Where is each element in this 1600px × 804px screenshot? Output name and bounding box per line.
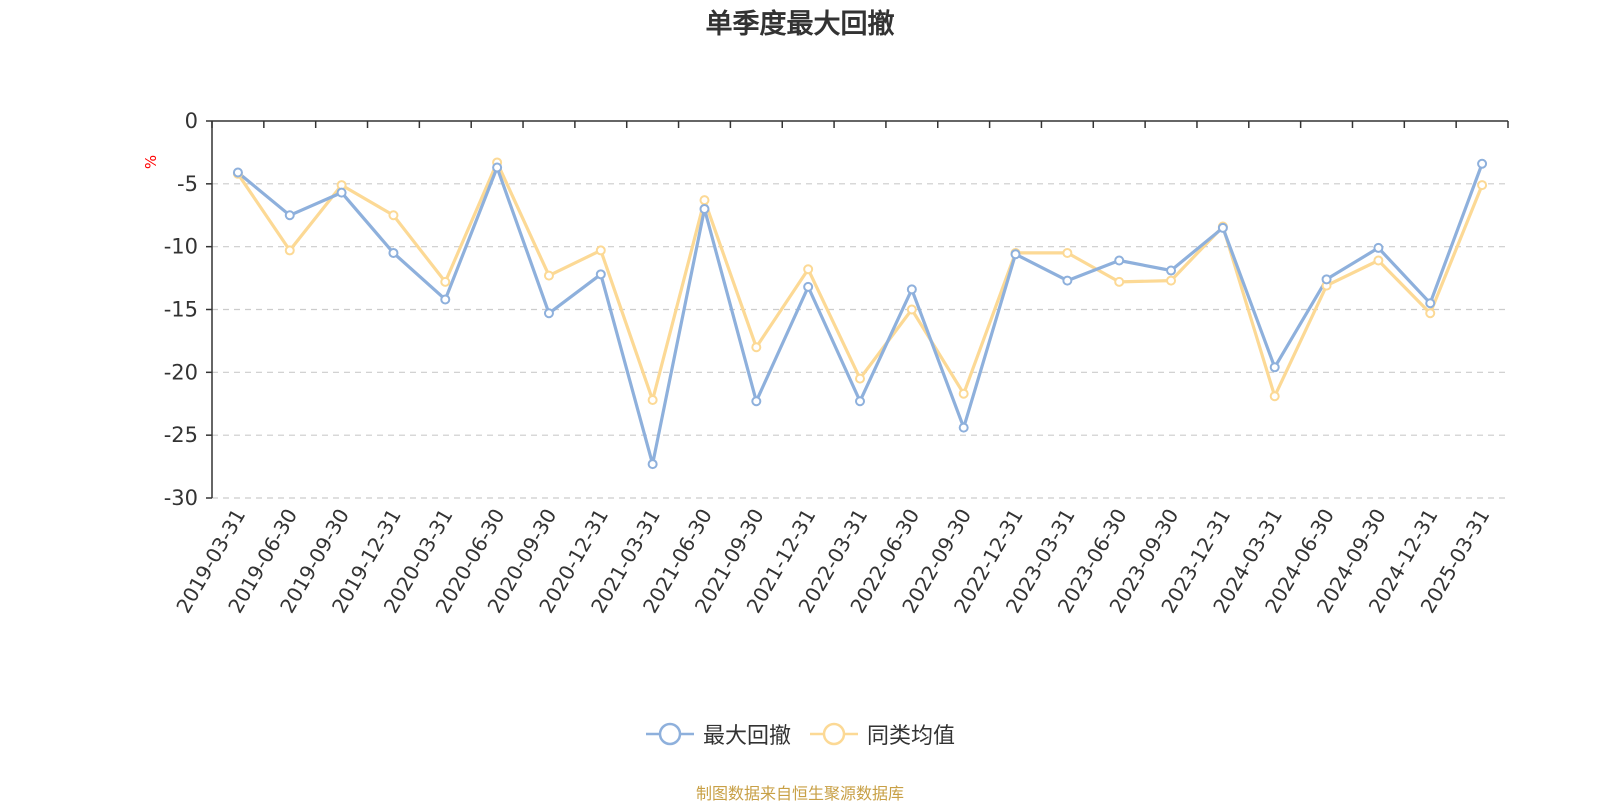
series-1-point <box>440 294 451 305</box>
series-2-point <box>803 264 814 275</box>
series-1-point <box>1217 222 1228 233</box>
series-1-point <box>958 422 969 433</box>
series-1-point <box>1269 362 1280 373</box>
y-axis-unit-label: % <box>142 155 160 169</box>
series-1-point <box>906 284 917 295</box>
series-2-point <box>543 270 554 281</box>
series-1-point <box>855 396 865 407</box>
series-1-point <box>232 167 243 178</box>
series-1-point <box>595 269 606 280</box>
series-2-point <box>1166 275 1177 286</box>
series-2-point <box>958 388 969 399</box>
series-2-point <box>1269 391 1280 402</box>
y-tick-label: -10 <box>164 235 198 259</box>
series-2-point <box>1425 308 1436 319</box>
series-1-point <box>388 247 399 258</box>
series-1-point <box>1062 275 1073 286</box>
legend: 最大回撤 同类均值 <box>0 718 1600 750</box>
series-layer <box>232 157 1488 470</box>
series-1-point <box>1373 242 1384 253</box>
series-1-point <box>1114 255 1125 266</box>
legend-item-1[interactable]: 最大回撤 <box>645 718 791 750</box>
y-tick-label: -15 <box>164 298 198 322</box>
series-2-point <box>1373 255 1384 266</box>
series-1-point <box>803 281 814 292</box>
chart-title: 单季度最大回撤 <box>705 9 895 40</box>
series-2-point <box>647 394 658 405</box>
series-1-point <box>1477 158 1488 169</box>
series-1-point <box>543 308 554 319</box>
series-1-point <box>647 459 658 470</box>
series-1-point <box>1425 298 1436 309</box>
series-2-point <box>906 304 917 315</box>
legend-label: 同类均值 <box>867 724 956 749</box>
series-2-point <box>1477 180 1488 191</box>
line-chart: 0-5-10-15-20-25-302019-03-312019-06-3020… <box>142 109 1509 617</box>
legend-line-circle-icon <box>810 722 858 746</box>
y-tick-label: 0 <box>185 109 198 133</box>
series-1-point <box>1166 265 1177 276</box>
series-1-point <box>492 162 503 173</box>
series-1-point <box>284 210 295 221</box>
axes: 0-5-10-15-20-25-302019-03-312019-06-3020… <box>164 109 1509 617</box>
series-2-point <box>699 195 710 206</box>
legend-item-2[interactable]: 同类均值 <box>809 718 955 750</box>
series-2-point <box>751 342 762 353</box>
grid-lines <box>212 183 1508 499</box>
series-1-point <box>336 187 347 198</box>
y-tick-label: -20 <box>164 360 198 384</box>
series-2-point <box>440 276 451 287</box>
legend-label: 最大回撤 <box>702 724 791 749</box>
series-2-point <box>595 245 606 256</box>
series-2-point <box>284 245 295 256</box>
series-1-point <box>751 396 762 407</box>
series-2-point <box>1062 247 1073 258</box>
y-tick-label: -5 <box>177 172 198 196</box>
series-2-point <box>1114 276 1125 287</box>
series-1-point <box>699 203 710 214</box>
y-tick-label: -25 <box>164 423 198 447</box>
y-tick-label: -30 <box>164 486 198 510</box>
legend-line-circle-icon <box>645 722 694 746</box>
series-1-point <box>1010 249 1021 260</box>
series-1-point <box>1321 274 1332 285</box>
series-2-point <box>388 210 399 221</box>
source-note: 制图数据来自恒生聚源数据库 <box>695 784 904 803</box>
series-line-1 <box>236 163 1484 466</box>
series-2-point <box>855 373 865 384</box>
